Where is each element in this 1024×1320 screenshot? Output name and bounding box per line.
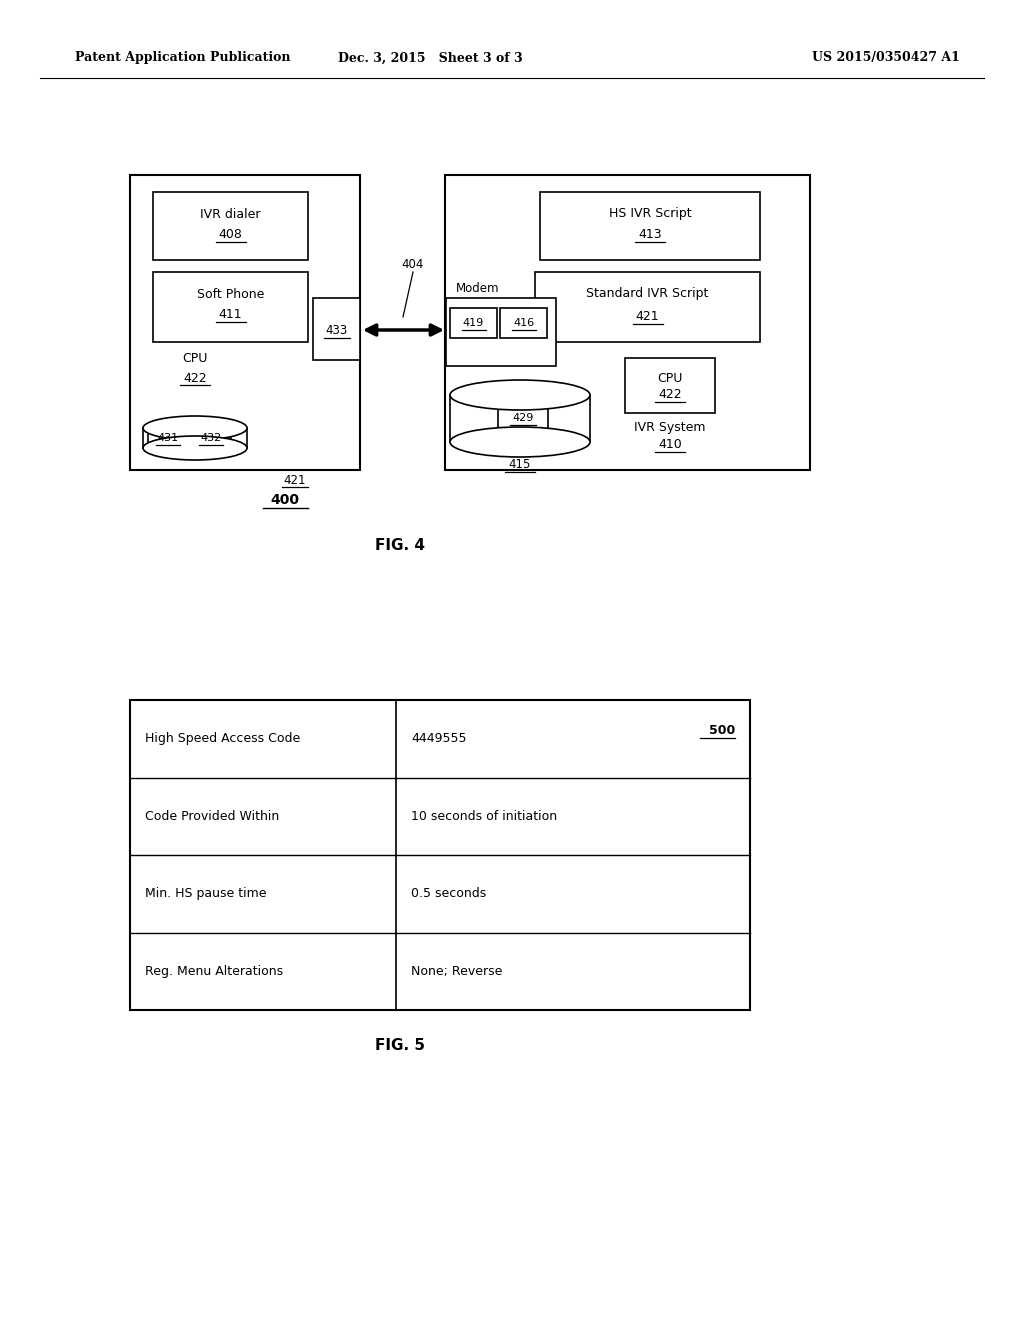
Bar bbox=[450, 308, 497, 338]
Text: 413: 413 bbox=[638, 228, 662, 242]
Text: 408: 408 bbox=[218, 228, 243, 242]
Bar bbox=[450, 395, 590, 442]
Bar bbox=[153, 272, 308, 342]
Bar bbox=[498, 405, 548, 432]
Text: 10 seconds of initiation: 10 seconds of initiation bbox=[411, 809, 557, 822]
Text: 0.5 seconds: 0.5 seconds bbox=[411, 887, 486, 900]
Bar bbox=[625, 358, 715, 413]
Text: IVR dialer: IVR dialer bbox=[201, 207, 261, 220]
Bar bbox=[535, 272, 760, 342]
Text: Min. HS pause time: Min. HS pause time bbox=[145, 887, 266, 900]
Ellipse shape bbox=[143, 416, 247, 440]
Text: US 2015/0350427 A1: US 2015/0350427 A1 bbox=[812, 51, 961, 65]
Text: 419: 419 bbox=[463, 318, 484, 327]
Bar bbox=[130, 700, 750, 1010]
Text: 433: 433 bbox=[326, 323, 347, 337]
Text: Soft Phone: Soft Phone bbox=[197, 288, 264, 301]
Text: High Speed Access Code: High Speed Access Code bbox=[145, 733, 300, 746]
Bar bbox=[143, 428, 247, 447]
Text: 421: 421 bbox=[284, 474, 306, 487]
Text: FIG. 5: FIG. 5 bbox=[375, 1038, 425, 1052]
Text: Dec. 3, 2015   Sheet 3 of 3: Dec. 3, 2015 Sheet 3 of 3 bbox=[338, 51, 522, 65]
Text: 422: 422 bbox=[658, 388, 682, 401]
Text: 421: 421 bbox=[636, 310, 659, 323]
Text: CPU: CPU bbox=[657, 371, 683, 384]
Ellipse shape bbox=[143, 436, 247, 459]
Text: 431: 431 bbox=[158, 433, 178, 444]
Bar bbox=[313, 298, 360, 360]
Bar bbox=[446, 298, 556, 366]
Bar bbox=[445, 176, 810, 470]
Text: 411: 411 bbox=[219, 309, 243, 322]
Text: 429: 429 bbox=[512, 413, 534, 422]
Bar bbox=[153, 191, 308, 260]
Bar bbox=[130, 176, 360, 470]
Text: 410: 410 bbox=[658, 438, 682, 451]
Text: 500: 500 bbox=[709, 723, 735, 737]
Text: 415: 415 bbox=[509, 458, 531, 471]
Text: Patent Application Publication: Patent Application Publication bbox=[75, 51, 291, 65]
Bar bbox=[500, 308, 547, 338]
Text: HS IVR Script: HS IVR Script bbox=[608, 207, 691, 220]
Ellipse shape bbox=[450, 426, 590, 457]
Text: Modem: Modem bbox=[456, 281, 500, 294]
Text: IVR System: IVR System bbox=[634, 421, 706, 434]
Text: 416: 416 bbox=[513, 318, 535, 327]
Text: 4449555: 4449555 bbox=[411, 733, 467, 746]
Text: Standard IVR Script: Standard IVR Script bbox=[587, 288, 709, 301]
Text: FIG. 4: FIG. 4 bbox=[375, 537, 425, 553]
Bar bbox=[148, 425, 188, 451]
Text: 400: 400 bbox=[270, 492, 299, 507]
Text: 422: 422 bbox=[183, 371, 207, 384]
Text: 432: 432 bbox=[201, 433, 221, 444]
Text: 404: 404 bbox=[401, 259, 424, 272]
Text: Code Provided Within: Code Provided Within bbox=[145, 809, 280, 822]
Bar bbox=[191, 425, 231, 451]
Ellipse shape bbox=[450, 380, 590, 411]
Text: CPU: CPU bbox=[182, 351, 208, 364]
Bar bbox=[540, 191, 760, 260]
Text: None; Reverse: None; Reverse bbox=[411, 965, 503, 978]
Text: Reg. Menu Alterations: Reg. Menu Alterations bbox=[145, 965, 283, 978]
